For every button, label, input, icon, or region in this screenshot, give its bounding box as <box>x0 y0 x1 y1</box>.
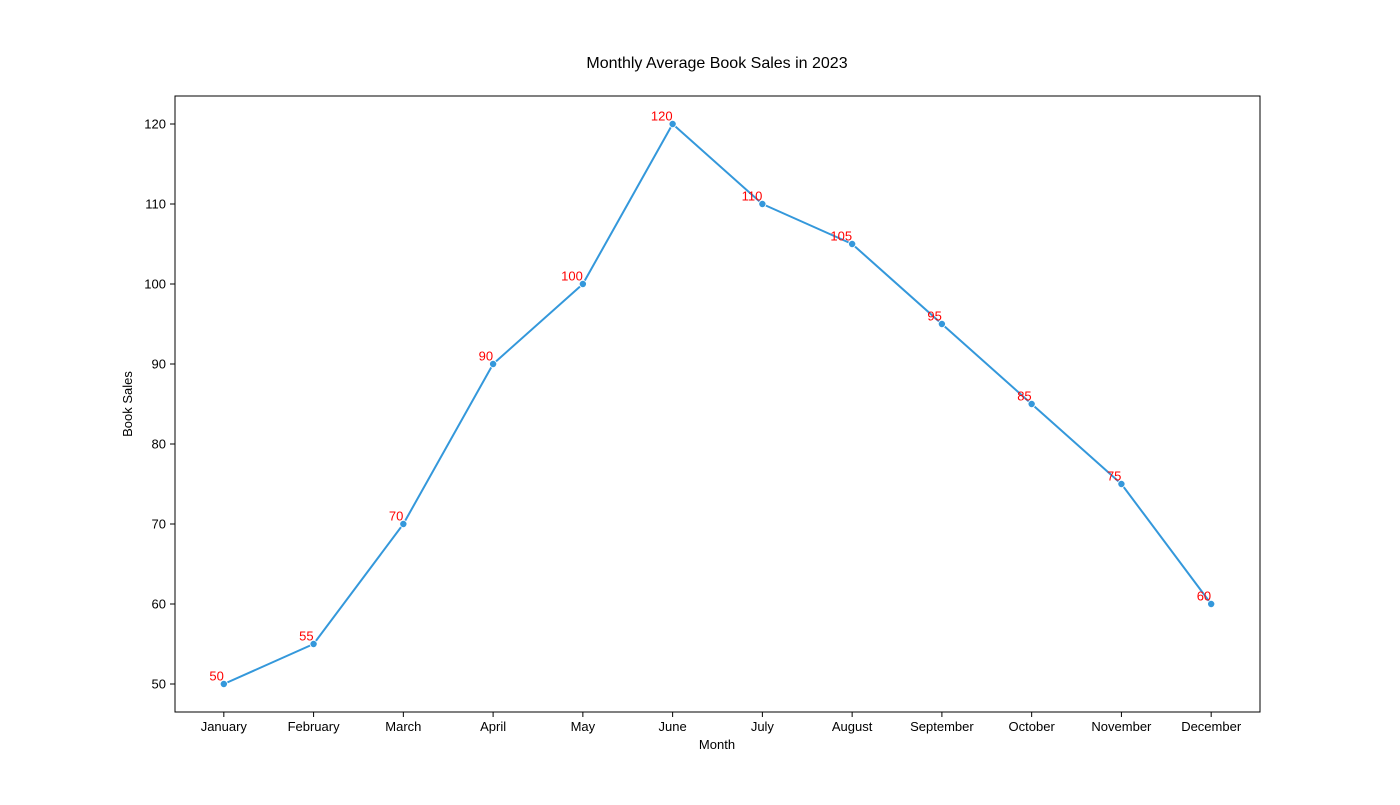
data-point <box>1117 479 1126 488</box>
plot-frame <box>174 95 1261 713</box>
y-tick-label: 90 <box>152 357 166 372</box>
x-tick-label: September <box>910 719 974 734</box>
chart-title: Monthly Average Book Sales in 2023 <box>586 55 847 72</box>
y-tick-label: 120 <box>144 117 166 132</box>
data-point <box>1027 399 1036 408</box>
data-label: 75 <box>1107 469 1121 484</box>
data-label: 85 <box>1017 389 1031 404</box>
data-point <box>489 359 498 368</box>
x-tick-label: March <box>385 719 421 734</box>
data-point <box>937 319 946 328</box>
data-label: 100 <box>561 269 583 284</box>
y-tick-label: 80 <box>152 437 166 452</box>
x-tick-label: May <box>571 719 596 734</box>
x-tick-label: June <box>659 719 687 734</box>
y-tick-label: 60 <box>152 597 166 612</box>
data-label: 50 <box>209 669 223 684</box>
x-axis-title: Month <box>699 737 735 752</box>
data-label: 60 <box>1197 589 1211 604</box>
data-point <box>668 120 677 129</box>
data-labels: 50 55 70 90 100 120 110 105 95 85 75 60 <box>209 109 1211 684</box>
data-point <box>578 279 587 288</box>
x-axis: January February March April May June July Augu… <box>201 712 1242 734</box>
x-tick-label: January <box>201 719 248 734</box>
data-point <box>399 520 408 529</box>
data-label: 105 <box>830 229 852 244</box>
data-label: 95 <box>927 309 941 324</box>
data-label: 90 <box>479 349 493 364</box>
data-point <box>219 680 228 689</box>
data-point <box>1207 600 1216 609</box>
x-tick-label: November <box>1091 719 1152 734</box>
data-label: 120 <box>651 109 673 124</box>
x-tick-label: August <box>832 719 873 734</box>
y-tick-label: 110 <box>145 197 166 212</box>
series-line <box>223 123 1212 685</box>
x-tick-label: February <box>288 719 341 734</box>
data-point <box>848 239 857 248</box>
data-label: 70 <box>389 509 403 524</box>
data-point <box>758 199 767 208</box>
x-tick-label: April <box>480 719 506 734</box>
y-axis-title: Book Sales <box>120 371 135 437</box>
x-tick-label: July <box>751 719 775 734</box>
data-label: 55 <box>299 629 313 644</box>
y-tick-label: 50 <box>152 677 166 692</box>
data-point <box>309 640 318 649</box>
x-tick-label: October <box>1009 719 1056 734</box>
data-label: 110 <box>742 189 763 204</box>
series-layer <box>219 120 1216 689</box>
y-tick-label: 100 <box>144 277 166 292</box>
x-tick-label: December <box>1181 719 1242 734</box>
y-tick-label: 70 <box>152 517 166 532</box>
y-axis: 50 60 70 80 90 100 110 120 <box>144 117 175 692</box>
